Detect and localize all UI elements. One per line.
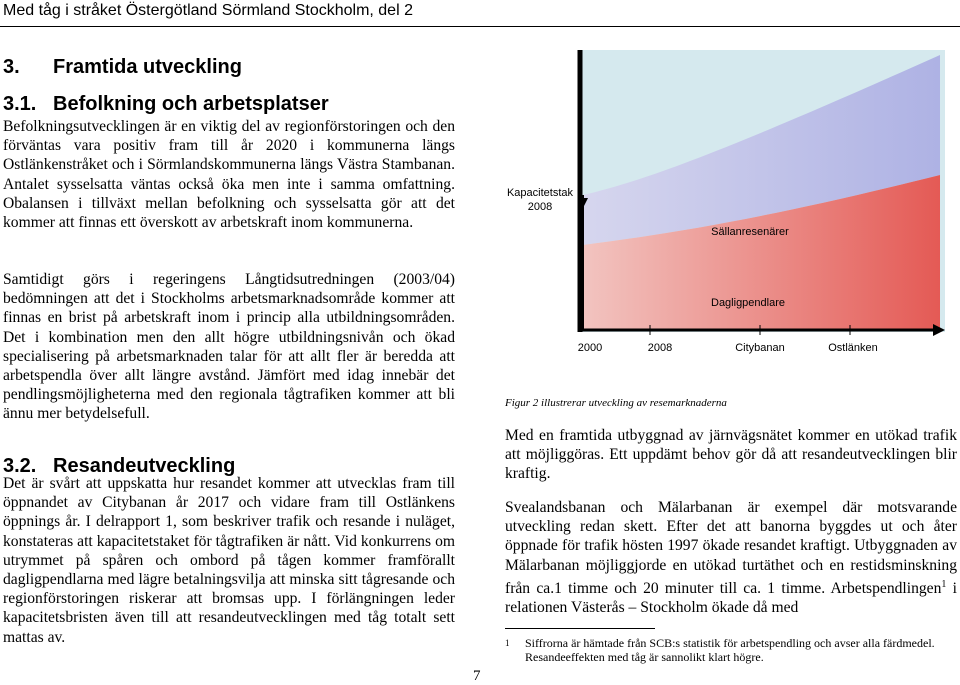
x-label: Ostlänken: [828, 342, 878, 354]
footnote-number: 1: [505, 638, 510, 648]
section-heading: 3.1. Befolkning och arbetsplatser: [3, 93, 455, 116]
heading-number: 3.2.: [3, 455, 37, 477]
upper-area: [583, 55, 940, 245]
area-label: Sällanresenärer: [711, 226, 789, 238]
heading-number: 3.1.: [3, 93, 37, 115]
figure: Kapacitetstak 2008 Sällanresenärer Daglig…: [507, 50, 945, 354]
x-label: 2000: [578, 342, 602, 354]
footnote: 1 Siffrorna är hämtade från SCB:s statist…: [505, 636, 957, 664]
heading-title: Resandeutveckling: [53, 455, 236, 477]
header-title: Med tåg i stråket Östergötland Sörmland …: [3, 2, 413, 19]
paragraph: Samtidigt görs i regeringens Långtidsutr…: [3, 271, 455, 423]
text: i relationen Västerås – Stockholm ökade …: [505, 580, 957, 617]
page-number: 7: [473, 668, 481, 684]
footnote-ref: 1: [941, 578, 947, 590]
paragraph: Med en framtida utbyggnad av järnvägsnät…: [505, 427, 957, 483]
heading-title: Framtida utveckling: [53, 56, 242, 78]
chapter-heading: 3. Framtida utveckling: [3, 56, 455, 79]
footnote-rule: [505, 628, 655, 629]
capacity-label: Kapacitetstak 2008: [507, 187, 574, 213]
label-line: Kapacitetstak: [507, 187, 574, 199]
heading-title: Befolkning och arbetsplatser: [53, 93, 329, 115]
capacity-arrow: [578, 198, 588, 208]
paragraph: Svealandsbanan och Mälarbanan är exempel…: [505, 498, 957, 617]
figure-caption: Figur 2 illustrerar utveckling av resema…: [505, 397, 727, 409]
header-rule: [0, 26, 960, 27]
paragraph: Det är svårt att uppskatta hur resandet …: [3, 475, 455, 646]
area-label: Dagligpendlare: [711, 297, 785, 309]
label-line: 2008: [528, 201, 552, 213]
heading-number: 3.: [3, 56, 20, 78]
section-heading: 3.2. Resandeutveckling: [3, 455, 455, 478]
footnote-text: Siffrorna är hämtade från SCB:s statisti…: [525, 636, 935, 664]
axis-arrow: [933, 324, 945, 336]
lower-area: [583, 175, 940, 330]
text: Svealandsbanan och Mälarbanan är exempel…: [505, 499, 957, 597]
x-label: 2008: [648, 342, 672, 354]
paragraph: Befolkningsutvecklingen är en viktig del…: [3, 118, 455, 232]
x-label: Citybanan: [735, 342, 785, 354]
